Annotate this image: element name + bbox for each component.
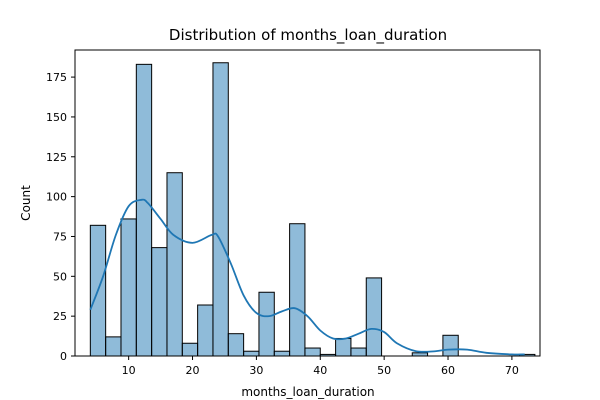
x-tick-label: 30 [249,364,263,377]
histogram-bar [181,342,199,357]
x-axis-label: months_loan_duration [241,385,374,399]
histogram-bar [120,218,137,357]
y-tick-label: 125 [46,151,67,164]
x-tick-label: 40 [313,364,327,377]
histogram-bar [212,62,229,357]
histogram-bar [105,336,122,357]
histogram-bar [151,247,168,357]
histogram-bar [227,333,245,357]
y-tick-label: 0 [60,350,67,363]
y-tick-label: 175 [46,71,67,84]
histogram-bar [243,350,260,357]
histogram-bar [335,337,352,357]
histogram-bar [365,277,383,357]
y-axis-label: Count [19,185,33,221]
x-tick-label: 20 [186,364,200,377]
y-tick-label: 25 [53,310,67,323]
histogram-bar [197,304,214,357]
chart-title: Distribution of months_loan_duration [169,26,447,45]
x-tick-label: 70 [505,364,519,377]
histogram-bar [442,334,459,357]
histogram-bar [273,350,291,357]
histogram-bar [304,347,321,357]
y-tick-label: 150 [46,111,67,124]
x-tick-label: 10 [122,364,136,377]
x-axis-ticks: 10 20 30 40 50 60 70 [122,356,519,377]
histogram-bar [289,223,306,357]
x-tick-label: 60 [441,364,455,377]
histogram-bar [350,347,367,357]
y-axis-ticks: 0 25 50 75 100 125 150 175 [46,71,75,363]
y-tick-label: 75 [53,230,67,243]
plot-frame [74,49,541,357]
y-tick-label: 50 [53,270,67,283]
kde-curve [89,198,525,356]
histogram-bar [135,63,153,357]
histogram-bar [258,291,275,357]
histogram-bar [166,172,183,357]
y-tick-label: 100 [46,191,67,204]
plot-area [74,49,541,357]
x-tick-label: 50 [377,364,391,377]
